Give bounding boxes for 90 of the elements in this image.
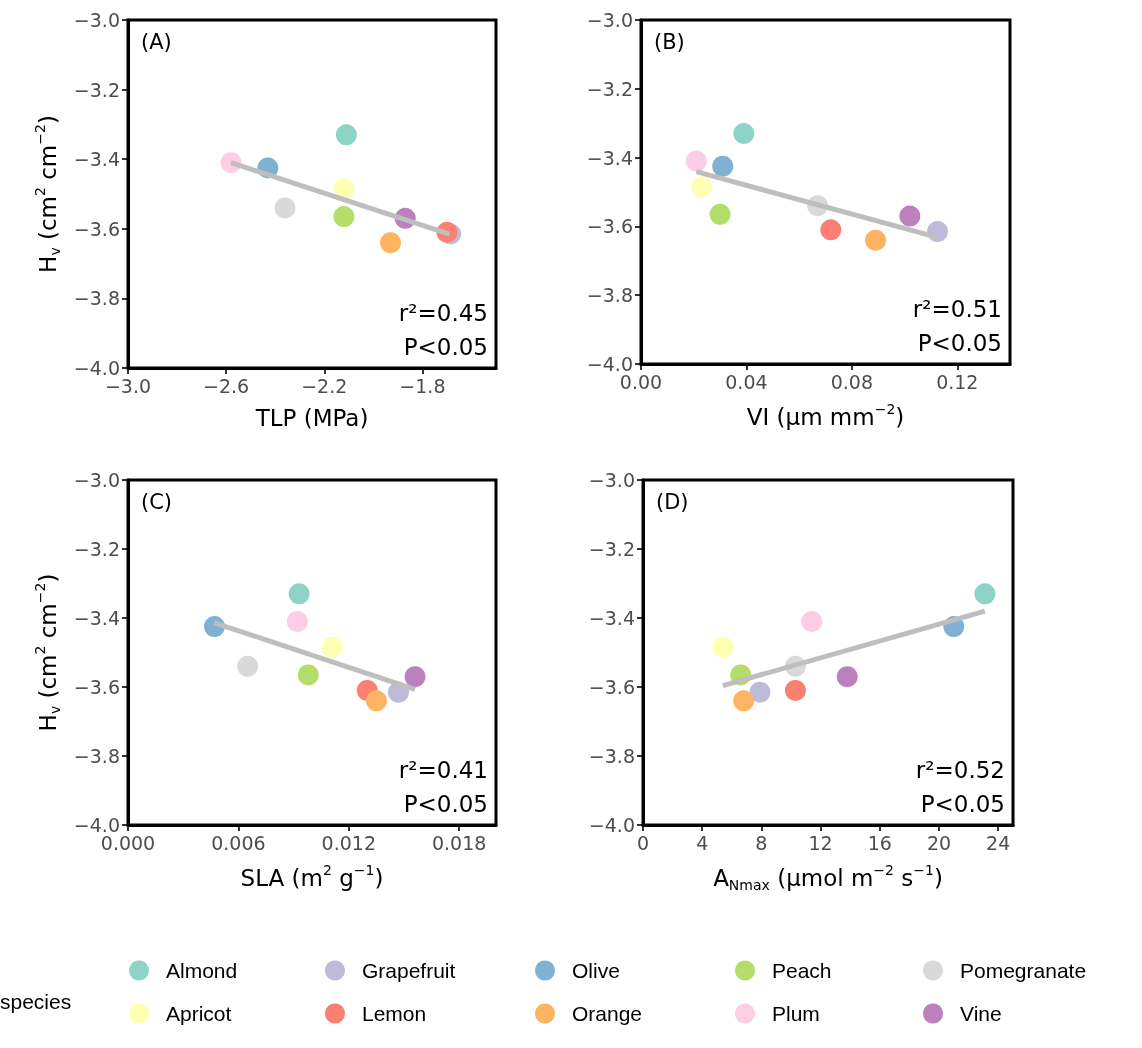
annotation: P<0.05	[403, 790, 488, 817]
point	[865, 229, 887, 251]
text: (C)	[141, 489, 173, 514]
x-tick-label: 24	[986, 831, 1011, 854]
point	[380, 232, 402, 254]
y-tick-label: −3.0	[73, 9, 120, 31]
x-tick-label: 0	[636, 831, 650, 854]
point	[274, 197, 296, 219]
y-tick-label: −3.6	[586, 215, 633, 238]
annotation: P<0.05	[920, 790, 1005, 817]
point	[321, 636, 343, 658]
annotation: r²=0.51	[912, 295, 1002, 322]
point	[404, 666, 426, 688]
point	[237, 655, 259, 677]
y-tick-label: −3.2	[73, 78, 120, 101]
point	[801, 610, 823, 632]
x-tick-label: 0.04	[725, 370, 768, 393]
x-tick-label: 0.12	[936, 370, 979, 393]
point	[691, 176, 713, 198]
point	[709, 203, 731, 225]
annotation: P<0.05	[917, 329, 1002, 356]
annotation: r²=0.52	[915, 756, 1005, 783]
legend-label: Grapefruit	[362, 959, 456, 982]
y-tick-label: −3.0	[586, 9, 633, 31]
annotation: r²=0.41	[398, 756, 488, 783]
text: (A)	[141, 29, 172, 54]
y-tick-label: −3.8	[586, 284, 633, 307]
x-tick-label: 16	[867, 831, 892, 854]
text: (B)	[654, 29, 685, 54]
point	[784, 679, 806, 701]
y-tick-label: −3.0	[73, 469, 120, 491]
point	[365, 690, 387, 712]
point	[288, 583, 310, 605]
point	[749, 681, 771, 703]
x-tick-label: −1.8	[399, 374, 446, 397]
point	[712, 636, 734, 658]
x-tick-label: −2.6	[203, 374, 250, 397]
y-tick-label: −3.4	[73, 607, 120, 629]
point	[836, 666, 858, 688]
y-tick-label: −3.8	[73, 287, 120, 310]
legend-label: Plum	[772, 1002, 820, 1025]
point	[899, 205, 921, 227]
point	[974, 583, 996, 605]
point	[297, 664, 319, 686]
y-tick-label: −3.2	[586, 77, 633, 100]
legend-label: Apricot	[166, 1002, 232, 1025]
x-tick-label: 0.08	[830, 370, 874, 393]
y-tick-label: −3.2	[588, 538, 635, 560]
y-tick-label: −3.0	[588, 469, 635, 491]
legend-label: Vine	[960, 1002, 1002, 1025]
point	[333, 206, 355, 228]
y-tick-label: −4.0	[588, 814, 635, 836]
y-tick-label: −3.4	[73, 148, 120, 171]
y-tick-label: −3.4	[586, 146, 633, 169]
y-tick-label: −3.8	[73, 745, 120, 767]
x-axis-title: TLP (MPa)	[254, 404, 369, 431]
y-tick-label: −3.6	[73, 217, 120, 240]
x-tick-label: 8	[755, 831, 768, 854]
y-axis-title: Hv (cm2 cm−2)	[32, 115, 63, 273]
legend-title: species	[0, 989, 72, 1013]
legend-label: Pomegranate	[960, 959, 1087, 982]
annotation: r²=0.45	[398, 299, 488, 326]
point	[733, 123, 755, 145]
y-tick-label: −3.8	[588, 745, 635, 767]
legend-label: Peach	[772, 959, 832, 982]
y-tick-label: −3.4	[588, 607, 635, 629]
point	[335, 124, 357, 146]
legend-label: Almond	[166, 959, 238, 982]
x-tick-label: −2.2	[301, 374, 348, 397]
x-tick-label: 0.018	[432, 831, 487, 854]
point	[733, 690, 755, 712]
legend-label: Lemon	[362, 1002, 427, 1025]
y-tick-label: −3.6	[73, 676, 120, 698]
text: (D)	[656, 489, 689, 514]
annotation: P<0.05	[403, 333, 488, 360]
point	[685, 150, 707, 172]
y-tick-label: −3.2	[73, 538, 120, 560]
y-tick-label: −3.6	[588, 676, 635, 698]
point	[333, 178, 355, 200]
x-tick-label: 0.012	[321, 831, 376, 854]
x-tick-label: 4	[696, 831, 709, 854]
x-tick-label: 20	[926, 831, 952, 854]
point	[712, 155, 734, 177]
point	[286, 610, 308, 632]
legend-label: Orange	[572, 1002, 643, 1025]
x-tick-label: 0.006	[211, 831, 266, 854]
legend-label: Olive	[572, 959, 620, 982]
x-tick-label: 12	[808, 831, 833, 854]
point	[820, 219, 842, 241]
y-axis-title: Hv (cm2 cm−2)	[32, 573, 63, 732]
